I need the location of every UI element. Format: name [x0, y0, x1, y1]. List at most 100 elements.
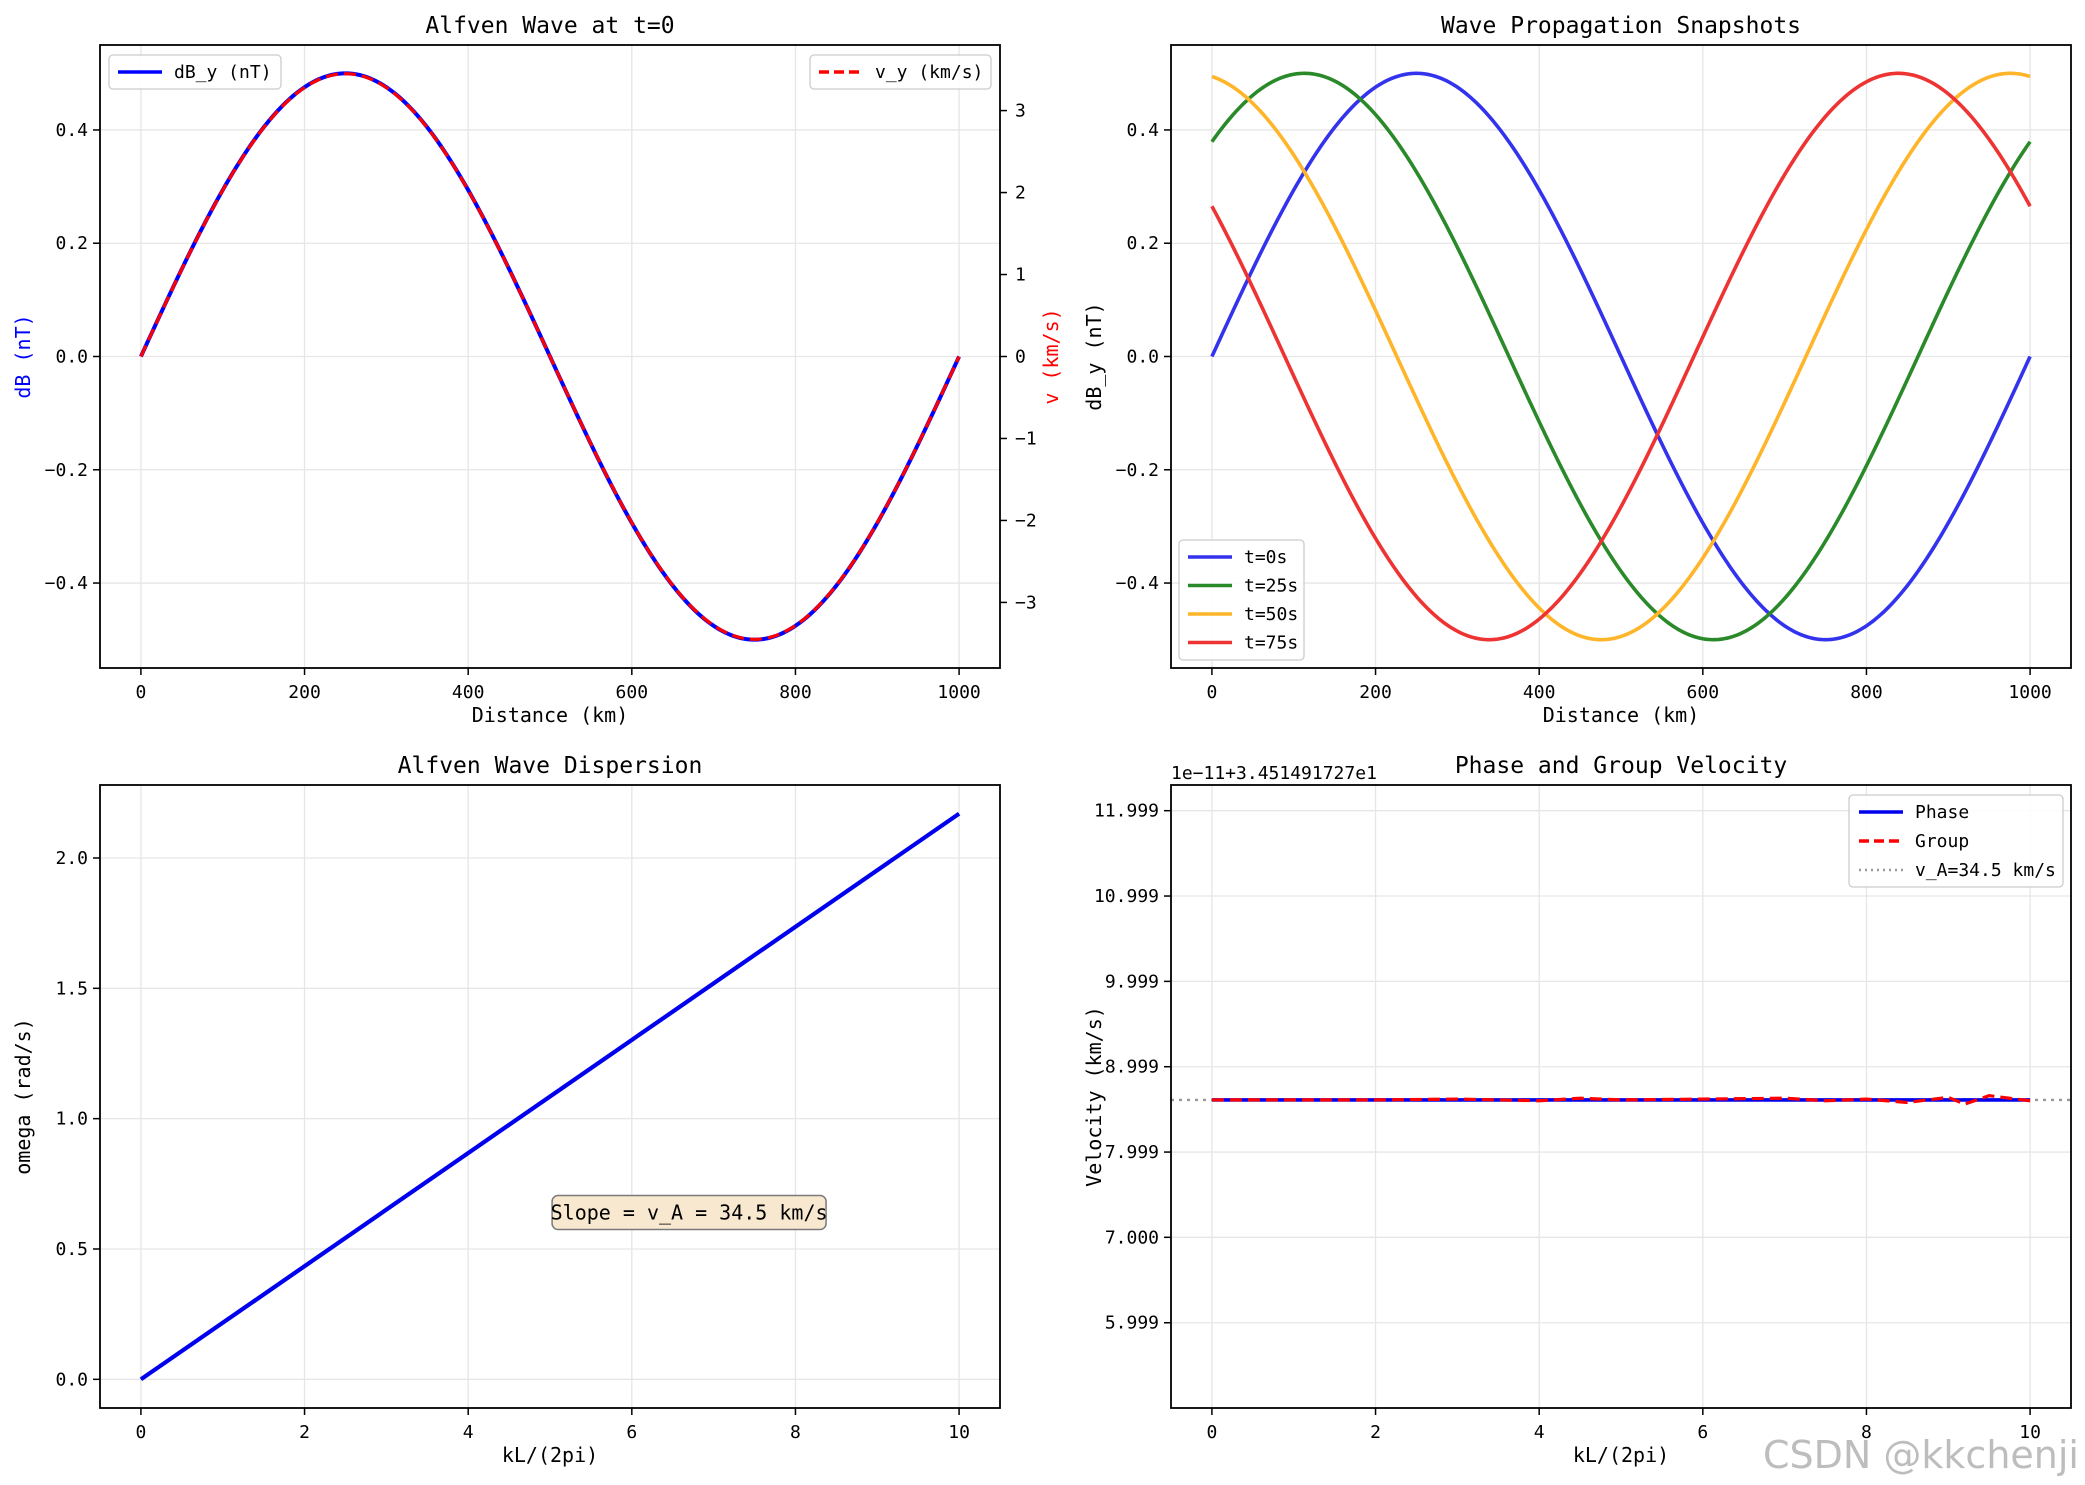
- y-tick-label: 0.0: [55, 1369, 88, 1390]
- legend-label: t=0s: [1244, 547, 1287, 568]
- x-tick-label: 800: [1850, 682, 1883, 703]
- subplot-title: Alfven Wave Dispersion: [398, 753, 703, 779]
- series-line-group: [1211, 1094, 2031, 1106]
- legend-label: t=50s: [1244, 604, 1298, 625]
- y2-tick-label: −2: [1015, 510, 1037, 531]
- y-axis-label: dB (nT): [11, 314, 35, 398]
- y-tick-label: −0.4: [1116, 573, 1159, 594]
- legend: t=0s t=25s t=50s t=75s: [1178, 539, 1305, 661]
- legend: Phase Group v_A=34.5 km/s: [1848, 794, 2064, 888]
- y-tick-label: −0.2: [1116, 460, 1159, 481]
- series-line-t=75s: [1210, 71, 2032, 642]
- y2-tick-label: 2: [1015, 183, 1026, 204]
- y-tick-label: −0.2: [45, 460, 88, 481]
- subplot-3: 0 2 4 6 8 10 0.0 0.5 1.0 1.5 2.0 Alfven Wave Disper…: [11, 753, 1001, 1467]
- y-tick-label: −0.4: [45, 573, 88, 594]
- y2-tick-label: 1: [1015, 265, 1026, 286]
- y2-axis-label: v (km/s): [1039, 308, 1063, 404]
- x-tick-label: 200: [1359, 682, 1392, 703]
- x-tick-label: 10: [948, 1422, 970, 1443]
- legend-item: v_A=34.5 km/s: [1859, 860, 2056, 881]
- x-tick-label: 6: [1697, 1422, 1708, 1443]
- legend-label: dB_y (nT): [174, 62, 272, 83]
- legend-label: v_A=34.5 km/s: [1915, 860, 2056, 881]
- y-tick-label: 0.5: [55, 1239, 88, 1260]
- x-axis-label: Distance (km): [1543, 703, 1700, 727]
- x-tick-label: 0: [135, 1422, 146, 1443]
- y-axis-label: Velocity (km/s): [1082, 1006, 1106, 1187]
- legend-box: [1848, 794, 2064, 888]
- x-axis-label: Distance (km): [472, 703, 629, 727]
- series-line-v_y: [139, 72, 961, 641]
- legend-item: t=25s: [1188, 576, 1298, 597]
- subplot-1: 0 200 400 600 800 1000 −0.4 −0.2 0.0 0.2 0.4 Alfven…: [11, 13, 1063, 727]
- legend-item: Group: [1859, 831, 1969, 852]
- subplot-title: Alfven Wave at t=0: [425, 13, 674, 39]
- series-line-t=25s: [1210, 71, 2032, 642]
- y-tick-label: 2.0: [55, 848, 88, 869]
- legend-label: Group: [1915, 831, 1969, 852]
- x-tick-label: 0: [1206, 1422, 1217, 1443]
- annotation-box: [551, 1194, 827, 1231]
- y-tick-label: 7.000: [1105, 1227, 1159, 1248]
- y2-tick-label: −1: [1015, 428, 1037, 449]
- legend-box: [1178, 539, 1305, 661]
- y-tick-label: 0.2: [55, 233, 88, 254]
- legend-item: t=0s: [1188, 547, 1287, 568]
- legend-item: t=75s: [1188, 633, 1298, 654]
- x-tick-label: 600: [616, 682, 649, 703]
- subplot-title: Phase and Group Velocity: [1455, 753, 1787, 779]
- x-tick-label: 8: [790, 1422, 801, 1443]
- series-line-t=50s: [1211, 71, 2031, 642]
- y-tick-label: 0.4: [1126, 120, 1159, 141]
- watermark: CSDN @kkchenji: [1763, 1433, 2079, 1477]
- y-tick-label: 1.5: [55, 978, 88, 999]
- legend-right: v_y (km/s): [809, 54, 992, 90]
- y-tick-label: 0.4: [55, 120, 88, 141]
- x-tick-label: 400: [1523, 682, 1556, 703]
- y2-tick-label: −3: [1015, 592, 1037, 613]
- legend-item: v_y (km/s): [819, 62, 983, 83]
- y-tick-label: 9.999: [1105, 971, 1159, 992]
- y-axis-label: omega (rad/s): [11, 1018, 35, 1175]
- y-tick-label: 7.999: [1105, 1142, 1159, 1163]
- subplot-2: 0 200 400 600 800 1000 −0.4 −0.2 0.0 0.2 0.4 Wave P…: [1082, 13, 2072, 727]
- subplot-4: 0 2 4 6 8 10 5.999 7.000 7.999 8.999 9.999 10.999 11…: [1082, 753, 2072, 1467]
- y2-tick-label: 0: [1015, 347, 1026, 368]
- y-tick-label: 5.999: [1105, 1313, 1159, 1334]
- legend-label: v_y (km/s): [875, 62, 983, 83]
- x-tick-label: 2: [299, 1422, 310, 1443]
- x-tick-label: 0: [1206, 682, 1217, 703]
- x-axis-label: kL/(2pi): [1573, 1443, 1669, 1467]
- subplot-title: Wave Propagation Snapshots: [1441, 13, 1801, 39]
- plot-frame: [1170, 44, 2072, 669]
- x-tick-label: 1000: [937, 682, 980, 703]
- x-tick-label: 4: [463, 1422, 474, 1443]
- y-axis-label: dB_y (nT): [1082, 302, 1106, 410]
- x-tick-label: 800: [779, 682, 812, 703]
- x-tick-label: 200: [288, 682, 321, 703]
- x-tick-label: 1000: [2008, 682, 2051, 703]
- plot-frame: [99, 44, 1001, 669]
- x-tick-label: 600: [1687, 682, 1720, 703]
- y-tick-label: 1.0: [55, 1109, 88, 1130]
- legend-item: Phase: [1859, 802, 1969, 823]
- x-axis-label: kL/(2pi): [502, 1443, 598, 1467]
- y-tick-label: 8.999: [1105, 1057, 1159, 1078]
- legend-box: [108, 54, 282, 90]
- y-offset-text: 1e−11+3.451491727e1: [1171, 763, 1377, 784]
- y-tick-label: 10.999: [1094, 886, 1159, 907]
- y2-tick-label: 3: [1015, 101, 1026, 122]
- legend-item: t=50s: [1188, 604, 1298, 625]
- x-tick-label: 10: [2019, 1422, 2041, 1443]
- x-tick-label: 400: [452, 682, 485, 703]
- legend-label: t=75s: [1244, 633, 1298, 654]
- y-tick-label: 0.0: [55, 347, 88, 368]
- y-tick-label: 11.999: [1094, 801, 1159, 822]
- legend-left: dB_y (nT): [108, 54, 282, 90]
- legend-label: Phase: [1915, 802, 1969, 823]
- series-line-t=0s: [1210, 71, 2032, 642]
- legend-item: dB_y (nT): [118, 62, 272, 83]
- x-tick-label: 6: [626, 1422, 637, 1443]
- x-tick-label: 2: [1370, 1422, 1381, 1443]
